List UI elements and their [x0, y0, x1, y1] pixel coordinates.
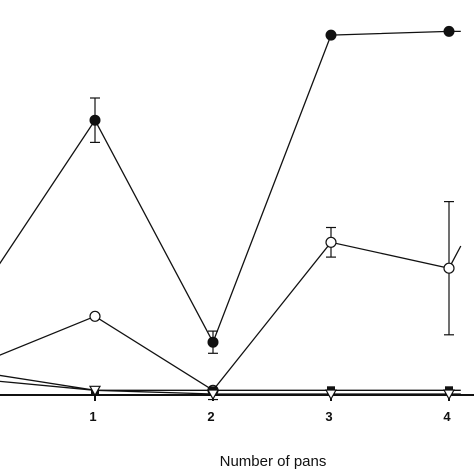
x-tick-label-2: 2: [207, 409, 214, 424]
series-2-line: [0, 241, 462, 392]
x-axis-label: Number of pans: [220, 453, 327, 470]
series-4-point-2: [206, 389, 220, 401]
series-4-point-1: [88, 385, 102, 397]
series-4-point-3: [324, 389, 338, 401]
series-1-point-3: [325, 29, 337, 41]
series-layer: [0, 25, 462, 401]
series-1: [0, 25, 461, 354]
x-tick-label-4: 4: [443, 409, 451, 424]
x-tick-label-1: 1: [89, 409, 96, 424]
series-1-point-2: [207, 336, 219, 348]
x-axis-ticks: 1 2 3 4: [89, 395, 451, 424]
series-1-point-4: [443, 25, 455, 37]
series-2-point-3: [325, 236, 337, 248]
series-3: [0, 374, 461, 395]
series-2-point-1: [89, 310, 101, 322]
series-4-point-4: [442, 389, 456, 401]
series-1-point-1: [89, 114, 101, 126]
series-2-point-4: [443, 262, 455, 274]
x-tick-label-3: 3: [325, 409, 332, 424]
series-1-line: [0, 30, 461, 344]
series-4: [0, 380, 461, 401]
